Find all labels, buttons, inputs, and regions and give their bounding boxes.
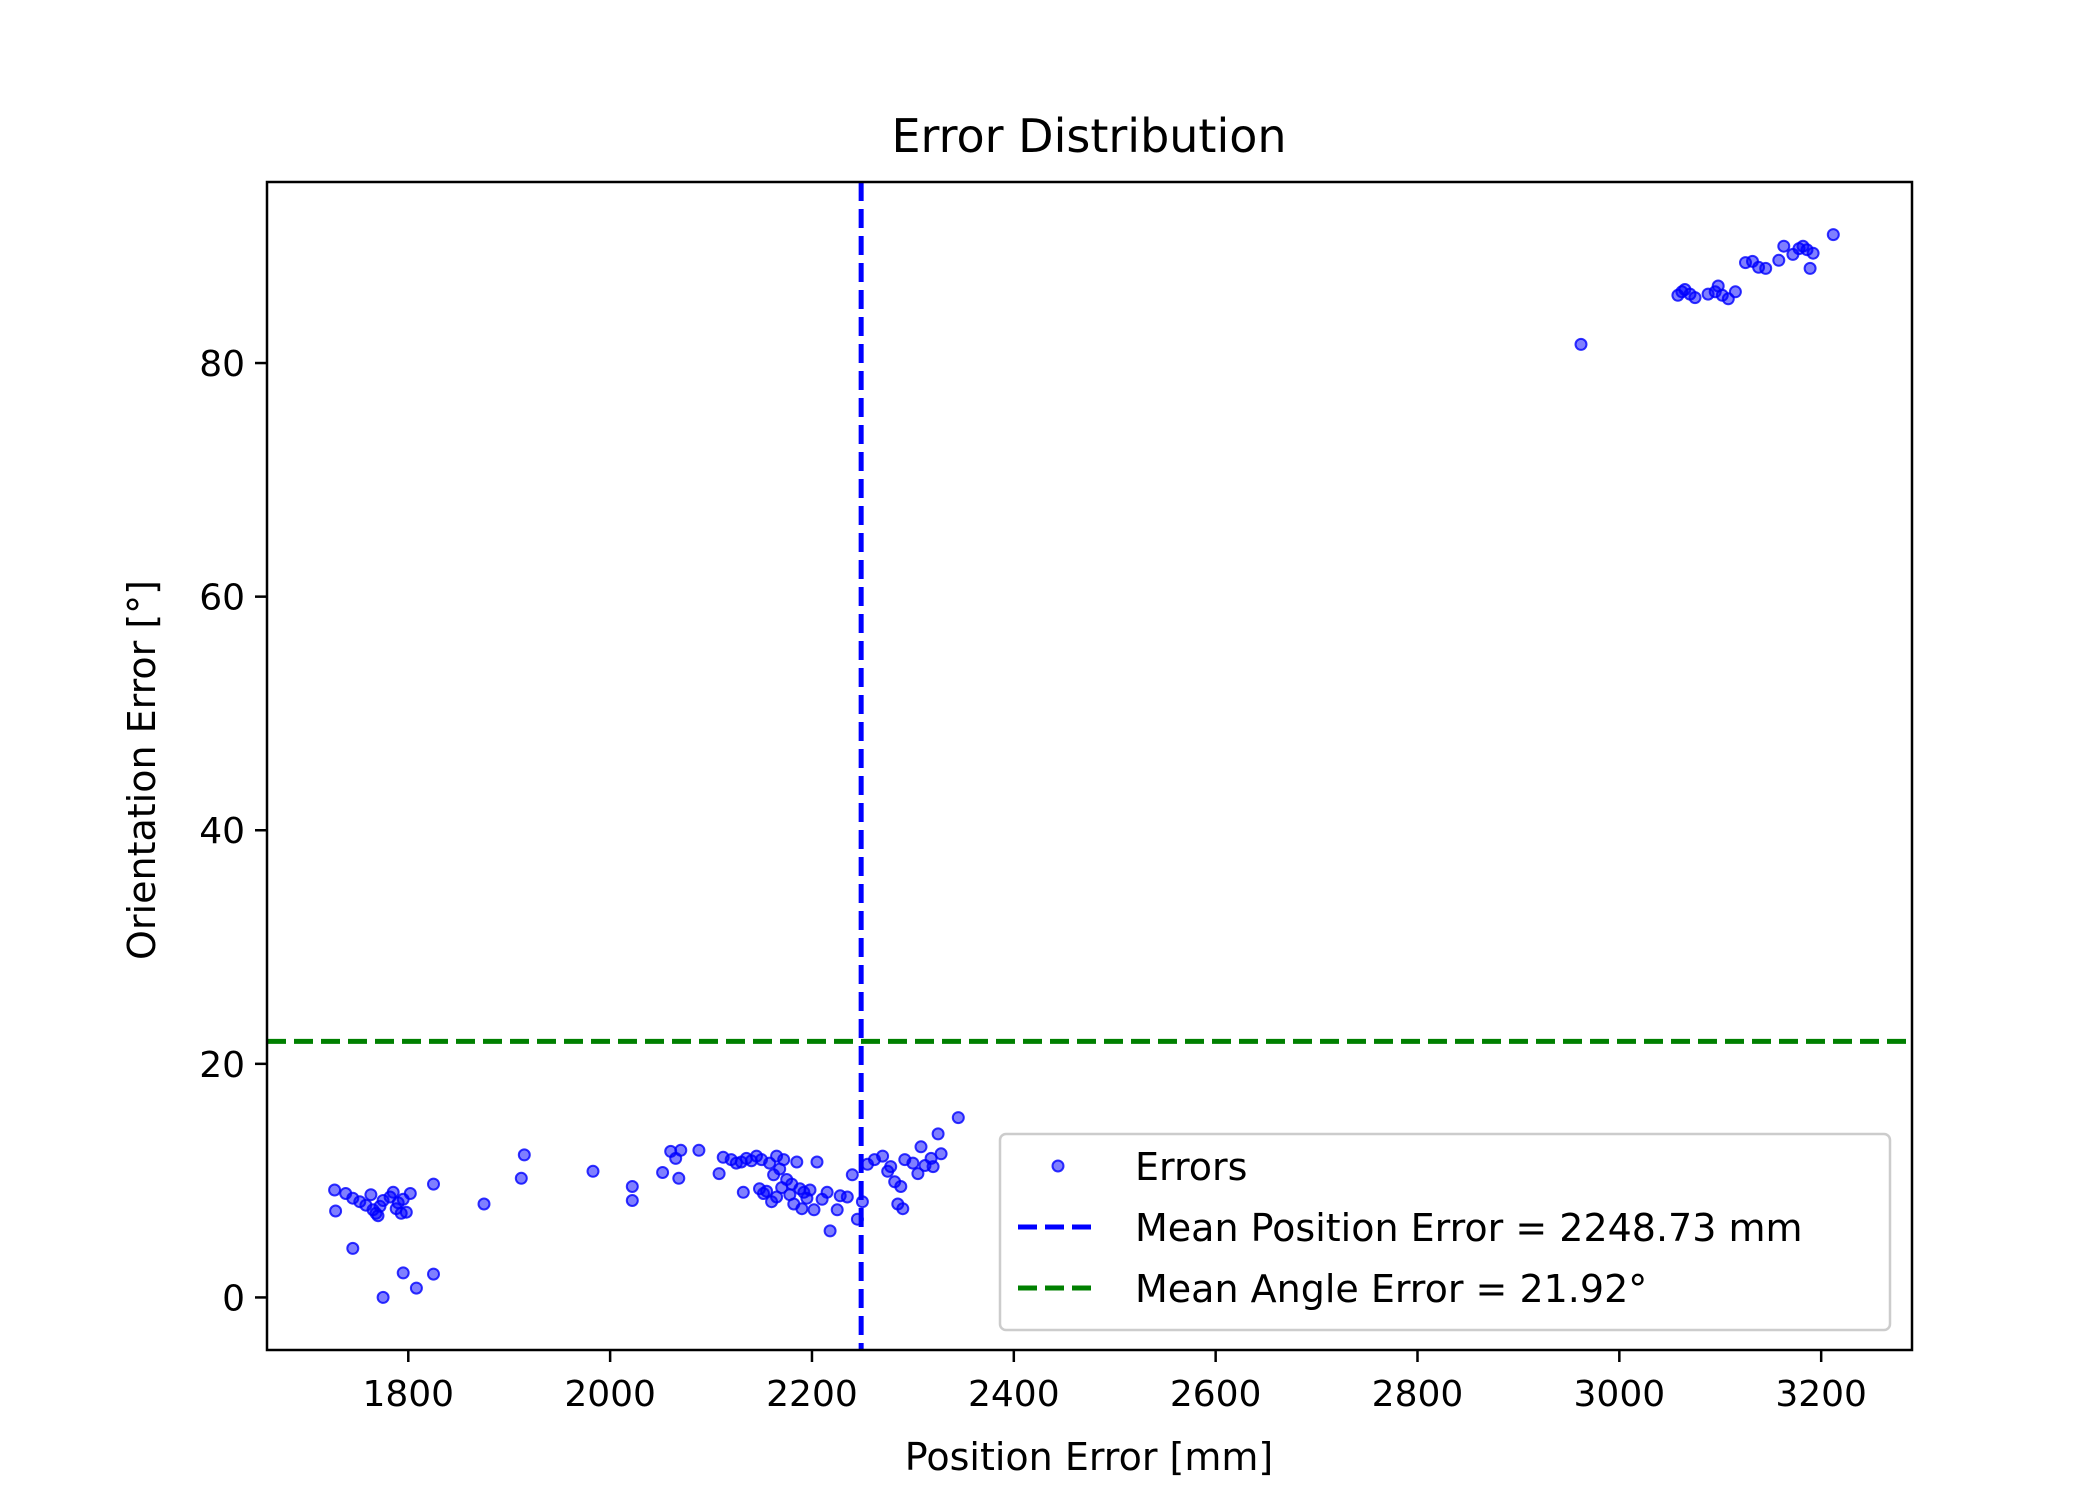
scatter-point (911, 1167, 925, 1181)
y-tick-label: 40 (199, 811, 245, 852)
x-tick-label: 2000 (564, 1374, 656, 1415)
x-tick-label: 2400 (968, 1374, 1060, 1415)
scatter-point (656, 1166, 670, 1179)
scatter-point (625, 1180, 639, 1193)
scatter-point (517, 1148, 531, 1162)
legend-marker-errors (1051, 1159, 1065, 1173)
scatter-point (477, 1197, 491, 1211)
axes-frame (265, 180, 1914, 1352)
legend-box (998, 1132, 1892, 1332)
plot-layer (267, 182, 1912, 1350)
scatter-point (926, 1160, 940, 1174)
x-tick-label: 3000 (1574, 1374, 1666, 1415)
scatter-point (514, 1171, 528, 1185)
scatter-point (790, 1155, 804, 1169)
scatter-point (894, 1180, 908, 1193)
scatter-point (951, 1111, 965, 1125)
x-tick-label: 2800 (1372, 1374, 1464, 1415)
scatter-point (364, 1188, 378, 1202)
legend-label-mean-position: Mean Position Error = 2248.73 mm (1135, 1206, 1803, 1250)
x-tick-label: 2600 (1170, 1374, 1262, 1415)
scatter-point (884, 1160, 898, 1174)
scatter-point (403, 1187, 417, 1200)
scatter-point (1826, 228, 1840, 242)
scatter-point (1759, 261, 1773, 275)
scatter-point (931, 1127, 945, 1141)
scatter-point (934, 1147, 948, 1161)
scatter-point (1772, 253, 1786, 267)
scatter-point (1574, 337, 1588, 351)
scatter-point (328, 1183, 342, 1197)
scatter-point (672, 1171, 686, 1185)
scatter-point (386, 1185, 400, 1199)
legend-label-errors: Errors (1135, 1145, 1247, 1189)
x-axis-label: Position Error [mm] (905, 1435, 1273, 1479)
y-tick-label: 0 (222, 1278, 245, 1319)
y-tick-label: 80 (199, 344, 245, 385)
scatter-point (914, 1140, 928, 1154)
scatter-point (896, 1202, 910, 1216)
scatter-point (712, 1167, 726, 1181)
scatter-point (427, 1177, 440, 1191)
scatter-point (807, 1203, 821, 1217)
scatter-point (777, 1153, 791, 1167)
scatter-point (1803, 261, 1817, 275)
scatter-point (803, 1183, 817, 1197)
scatter-point (1806, 246, 1820, 260)
chart-title: Error Distribution (891, 109, 1286, 163)
scatter-point (736, 1185, 750, 1199)
scatter-point (399, 1205, 413, 1219)
scatter-point (586, 1164, 600, 1178)
y-tick-label: 20 (199, 1045, 245, 1086)
tick-layer: 1800 2000 2200 2400 2600 2800 3000 3200 0 20 40 60 8… (199, 344, 1867, 1415)
x-tick-label: 1800 (362, 1374, 454, 1415)
scatter-point (876, 1149, 890, 1163)
scatter-point (625, 1194, 639, 1207)
scatter-point (376, 1290, 390, 1304)
scatter-point (674, 1143, 688, 1157)
scatter-point (830, 1203, 844, 1217)
scatter-point (906, 1156, 920, 1170)
scatter-point (820, 1185, 834, 1199)
scatter-point (1728, 285, 1742, 299)
scatter-point (840, 1190, 854, 1204)
scatter-point (1688, 291, 1702, 305)
scatter-point (823, 1224, 837, 1238)
y-tick-label: 60 (199, 578, 245, 619)
scatter-point (346, 1241, 360, 1255)
scatter-point (396, 1266, 410, 1280)
legend-label-mean-angle: Mean Angle Error = 21.92° (1135, 1267, 1647, 1311)
scatter-point (760, 1184, 774, 1198)
scatter-point (427, 1267, 440, 1281)
scatter-point (692, 1143, 706, 1157)
scatter-point (1777, 239, 1791, 253)
scatter-point (329, 1204, 343, 1218)
x-tick-label: 3200 (1775, 1374, 1867, 1415)
scatter-point (409, 1281, 423, 1295)
x-tick-label: 2200 (766, 1374, 858, 1415)
scatter-point (810, 1155, 824, 1169)
scatter-point (795, 1202, 809, 1216)
legend: Errors Mean Position Error = 2248.73 mm … (998, 1132, 1892, 1332)
y-axis-label: Orientation Error [°] (120, 580, 164, 960)
scatter-point (845, 1168, 859, 1182)
